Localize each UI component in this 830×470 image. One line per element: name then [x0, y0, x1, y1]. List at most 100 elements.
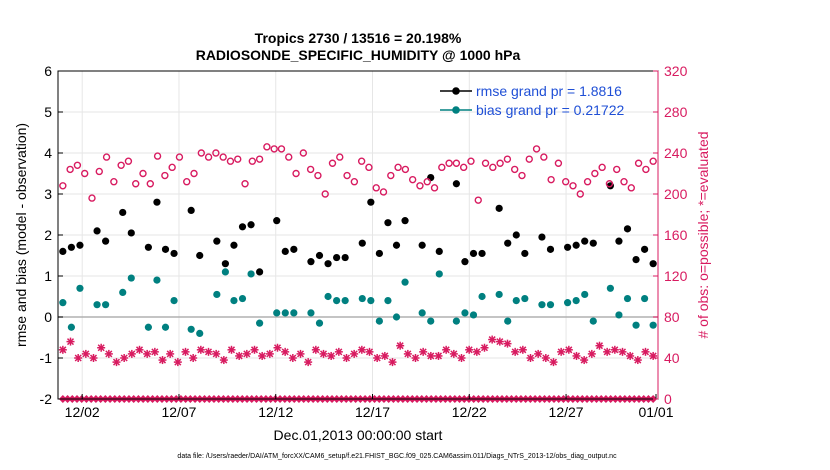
- bias-point: [589, 317, 597, 325]
- asterisk-stroke: [235, 352, 243, 360]
- possible-obs-point: [343, 171, 351, 180]
- evaluated-obs-point: [388, 358, 397, 367]
- bias-point: [273, 309, 281, 317]
- rmse-point: [187, 206, 195, 214]
- evaluated-obs-point: [618, 347, 627, 356]
- bias-point: [256, 319, 264, 327]
- possible-obs-point: [110, 177, 118, 186]
- bias-point: [606, 284, 614, 292]
- asterisk-stroke: [434, 352, 443, 360]
- x-axis-label: Dec.01,2013 00:00:00 start: [274, 427, 443, 443]
- asterisk-stroke: [419, 348, 427, 356]
- evaluated-obs-point: [580, 356, 589, 365]
- evaluated-obs-point: [342, 354, 351, 362]
- possible-obs-point: [518, 171, 526, 180]
- possible-obs-point: [474, 196, 482, 204]
- possible-obs-point: [146, 180, 154, 188]
- rmse-point: [333, 253, 341, 262]
- right-y-tick-label: 40: [664, 350, 680, 366]
- possible-obs-point: [642, 165, 650, 174]
- asterisk-stroke: [281, 348, 289, 356]
- asterisk-stroke: [289, 354, 297, 362]
- possible-obs-point: [357, 157, 366, 165]
- possible-obs-point: [277, 145, 286, 153]
- possible-obs-point: [66, 165, 74, 174]
- asterisk-stroke: [534, 350, 542, 358]
- rmse-point: [221, 260, 229, 268]
- possible-obs-point: [459, 163, 468, 172]
- possible-obs-point: [292, 169, 300, 178]
- bias-point: [307, 309, 315, 317]
- possible-obs-point: [234, 155, 242, 163]
- asterisk-stroke: [365, 348, 374, 356]
- asterisk-stroke: [266, 350, 274, 358]
- possible-obs-point: [365, 163, 373, 172]
- rmse-point: [538, 233, 546, 241]
- asterisk-stroke: [273, 344, 282, 352]
- asterisk-stroke: [588, 350, 596, 358]
- right-y-axis-label: # of obs: o=possible; *=evaluated: [695, 131, 711, 338]
- y-tick-label: 6: [44, 63, 52, 79]
- rmse-point: [238, 223, 247, 231]
- asterisk-stroke: [526, 354, 535, 362]
- asterisk-stroke: [641, 348, 650, 356]
- evaluated-obs-point: [595, 341, 604, 350]
- possible-obs-point: [117, 161, 125, 170]
- rmse-point: [452, 180, 460, 188]
- bias-point: [358, 294, 366, 303]
- x-tick-label: 12/17: [355, 404, 390, 420]
- possible-obs-point: [328, 159, 337, 167]
- bias-point: [230, 297, 238, 305]
- possible-obs-point: [452, 159, 461, 167]
- asterisk-stroke: [135, 346, 144, 354]
- evaluated-obs-point: [89, 354, 98, 362]
- rmse-point: [512, 231, 520, 239]
- right-y-tick-label: 160: [664, 227, 688, 243]
- evaluated-obs-point: [649, 351, 658, 360]
- possible-obs-point: [102, 153, 111, 161]
- evaluated-obs-point: [380, 351, 389, 360]
- rmse-point: [615, 237, 623, 245]
- rmse-point: [59, 247, 67, 255]
- x-tick-label: 01/01: [638, 404, 673, 420]
- possible-obs-point: [496, 159, 504, 167]
- chart-title: Tropics 2730 / 13516 = 20.198%: [255, 30, 462, 46]
- rmse-point: [161, 245, 170, 253]
- possible-obs-point: [394, 163, 402, 172]
- possible-obs-point: [299, 149, 308, 157]
- evaluated-obs-point: [258, 351, 267, 360]
- asterisk-stroke: [296, 350, 305, 358]
- x-tick-label: 12/12: [258, 404, 293, 420]
- bias-point: [93, 301, 101, 309]
- asterisk-stroke: [511, 348, 519, 356]
- x-axis-ticks: 12/02 12/07 12/12 12/17 12/22 12/27 01/01: [65, 394, 674, 420]
- y-tick-label: -1: [40, 350, 53, 366]
- evaluated-obs-point: [350, 349, 359, 358]
- possible-obs-point: [59, 182, 67, 190]
- rmse-point: [256, 268, 264, 276]
- evaluated-obs-point: [296, 349, 305, 358]
- rmse-point: [384, 219, 392, 227]
- bias-point: [76, 284, 84, 292]
- evaluated-obs-point: [143, 349, 152, 358]
- bias-point: [367, 297, 375, 305]
- evaluated-obs-point: [311, 345, 320, 354]
- bias-point: [170, 297, 178, 305]
- bias-point: [341, 297, 349, 305]
- bias-point: [469, 311, 478, 319]
- possible-obs-point: [379, 188, 388, 196]
- evaluated-obs-point: [396, 341, 405, 350]
- evaluated-obs-point: [104, 349, 113, 358]
- possible-obs-point: [481, 159, 490, 167]
- asterisk-stroke: [174, 358, 182, 366]
- asterisk-stroke: [74, 354, 82, 362]
- evaluated-obs-point: [641, 347, 650, 356]
- bias-point: [333, 297, 341, 305]
- evaluated-obs-point: [58, 345, 67, 354]
- bias-point: [119, 288, 127, 296]
- evaluated-obs-point: [227, 345, 236, 354]
- asterisk-stroke: [250, 346, 259, 354]
- asterisk-stroke: [105, 350, 113, 358]
- possible-obs-point: [554, 159, 563, 167]
- rmse-point: [375, 249, 383, 258]
